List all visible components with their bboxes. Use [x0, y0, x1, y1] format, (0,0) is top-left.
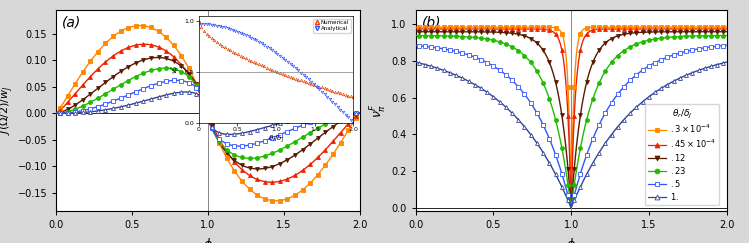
X-axis label: $\phi$: $\phi$	[566, 236, 576, 243]
Text: (b): (b)	[422, 16, 441, 30]
Y-axis label: $\bar{J}(\Omega/2)/w_J$: $\bar{J}(\Omega/2)/w_J$	[0, 86, 15, 135]
X-axis label: $\phi$: $\phi$	[203, 236, 213, 243]
Legend: $.3\times10^{-4}$, $.45\times10^{-4}$, $.12$, $.23$, $.5$, $1.$: $.3\times10^{-4}$, $.45\times10^{-4}$, $…	[645, 104, 719, 205]
Y-axis label: $\nu^F_\pi$: $\nu^F_\pi$	[369, 103, 389, 118]
Text: (a): (a)	[62, 16, 82, 30]
